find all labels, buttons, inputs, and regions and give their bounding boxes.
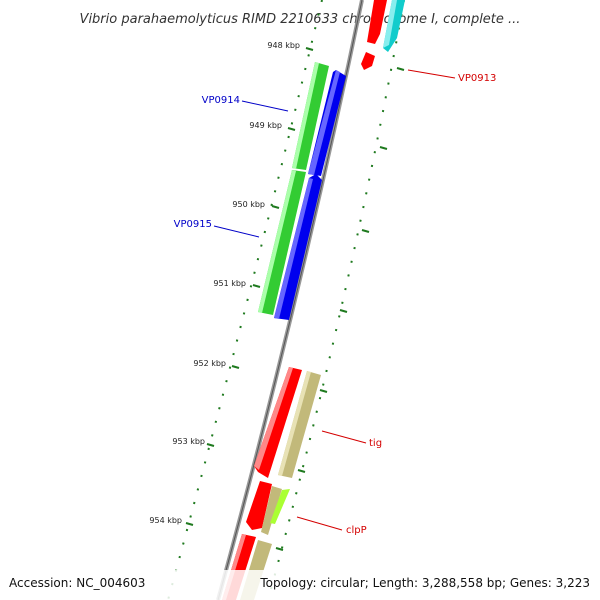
leader-vp0913: [407, 69, 456, 79]
leader-vp0914: [241, 100, 289, 112]
leader-clpp: [296, 516, 343, 531]
gene-label-clpp[interactable]: clpP: [346, 525, 367, 536]
leader-vp0915: [213, 225, 260, 238]
inner-major-ticks: [185, 47, 314, 526]
gene-red-top-2: [361, 52, 375, 70]
outer-dotted-track: [267, 0, 405, 600]
gene-red-tig: [254, 367, 302, 478]
gene-khaki-small: [261, 486, 282, 535]
tick-label-951: 951 kbp: [213, 279, 246, 288]
inner-dotted-track: [167, 0, 323, 600]
tick-label-949: 949 kbp: [249, 121, 282, 130]
tick-label-954: 954 kbp: [149, 516, 182, 525]
tick-label-953: 953 kbp: [172, 437, 205, 446]
gene-red-clpp-region: [246, 481, 272, 530]
gene-lime-clpp: [270, 489, 290, 524]
tick-label-952: 952 kbp: [193, 359, 226, 368]
gene-red-top-1: [367, 0, 387, 44]
gene-label-tig[interactable]: tig: [369, 438, 382, 449]
leader-tig: [321, 430, 367, 444]
gene-label-vp0913[interactable]: VP0913: [458, 73, 496, 84]
map-title: Vibrio parahaemolyticus RIMD 2210633 chr…: [80, 12, 521, 27]
topology-summary: Topology: circular; Length: 3,288,558 bp…: [259, 576, 590, 590]
accession-label: Accession: NC_004603: [9, 576, 145, 590]
gene-label-vp0914[interactable]: VP0914: [202, 95, 240, 106]
gene-label-vp0915[interactable]: VP0915: [174, 219, 212, 230]
outer-major-ticks: [275, 67, 405, 551]
tick-label-950: 950 kbp: [232, 200, 265, 209]
tick-label-948: 948 kbp: [267, 41, 300, 50]
